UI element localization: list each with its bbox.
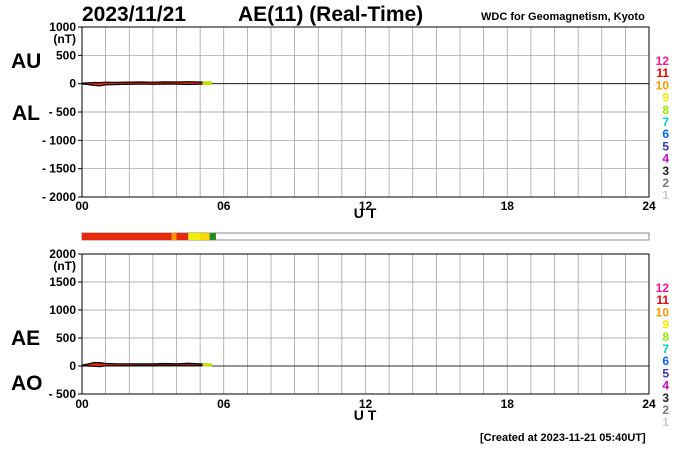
- al-label: AL: [12, 102, 40, 125]
- recent-data-segment: [202, 363, 212, 367]
- y-tick-label: - 500: [49, 105, 77, 119]
- station-bar-segment: [171, 233, 177, 240]
- station-level-label: 2: [662, 403, 669, 417]
- x-tick-label: 24: [642, 199, 656, 213]
- station-level-label: 9: [662, 318, 669, 332]
- station-level-label: 1: [662, 415, 669, 429]
- x-tick-label: 06: [217, 199, 231, 213]
- station-level-label: 12: [656, 54, 670, 68]
- x-axis-label: U T: [354, 205, 377, 221]
- station-bar-segment: [82, 233, 172, 240]
- station-level-label: 7: [662, 342, 669, 356]
- station-level-label: 8: [662, 330, 669, 344]
- station-level-label: 3: [662, 391, 669, 405]
- y-tick-label: 0: [69, 77, 76, 91]
- x-tick-label: 00: [75, 199, 89, 213]
- y-tick-label: 500: [56, 331, 76, 345]
- ae-label: AE: [11, 327, 41, 350]
- station-level-label: 8: [662, 103, 669, 117]
- x-tick-label: 18: [501, 397, 515, 411]
- y-tick-label: - 1000: [42, 133, 76, 147]
- y-tick-label: 0: [69, 359, 76, 373]
- y-tick-label: - 1500: [42, 162, 76, 176]
- x-tick-label: 18: [501, 199, 515, 213]
- station-bar-segment: [200, 233, 210, 240]
- y-axis-label: (nT): [53, 259, 76, 273]
- station-level-label: 10: [656, 78, 670, 92]
- series-line: [81, 362, 212, 366]
- station-level-label: 4: [662, 379, 669, 393]
- y-tick-label: 1500: [49, 275, 76, 289]
- created-timestamp: [Created at 2023-11-21 05:40UT]: [480, 432, 646, 444]
- x-tick-label: 12: [359, 199, 373, 213]
- x-tick-label: 00: [75, 397, 89, 411]
- plot-frame: [81, 253, 650, 395]
- station-level-label: 3: [662, 164, 669, 178]
- y-tick-label: 1000: [49, 303, 76, 317]
- au-label: AU: [11, 50, 42, 73]
- x-tick-label: 24: [642, 397, 656, 411]
- station-level-label: 9: [662, 91, 669, 105]
- series-line: [81, 83, 212, 87]
- ao-label: AO: [11, 372, 43, 395]
- station-level-label: 5: [662, 366, 669, 380]
- y-tick-label: 2000: [49, 247, 76, 261]
- station-level-label: 6: [662, 354, 669, 368]
- station-level-label: 7: [662, 115, 669, 129]
- chart-title: AE(11) (Real-Time): [238, 3, 424, 26]
- x-tick-label: 06: [217, 397, 231, 411]
- station-level-label: 6: [662, 127, 669, 141]
- station-level-label: 10: [656, 305, 670, 319]
- station-bar-segment: [209, 233, 216, 240]
- series-line: [81, 81, 212, 84]
- recent-data-segment: [202, 81, 212, 85]
- station-level-label: 4: [662, 152, 669, 166]
- station-level-label: 5: [662, 139, 669, 153]
- station-level-label: 2: [662, 176, 669, 190]
- y-tick-label: - 500: [49, 387, 77, 401]
- station-level-label: 11: [656, 66, 669, 80]
- y-axis-label: (nT): [53, 32, 76, 46]
- x-tick-label: 12: [359, 397, 373, 411]
- chart-date: 2023/11/21: [82, 3, 186, 26]
- series-line: [81, 364, 212, 368]
- station-bar-segment: [188, 233, 201, 240]
- station-level-label: 11: [656, 293, 669, 307]
- y-tick-label: 1000: [49, 20, 76, 34]
- y-tick-label: - 2000: [42, 190, 76, 204]
- station-bar-segment: [176, 233, 189, 240]
- y-tick-label: 500: [56, 48, 76, 62]
- data-source: WDC for Geomagnetism, Kyoto: [481, 11, 645, 23]
- station-level-label: 12: [656, 281, 670, 295]
- x-axis-label: U T: [354, 407, 377, 423]
- station-level-label: 1: [662, 188, 669, 202]
